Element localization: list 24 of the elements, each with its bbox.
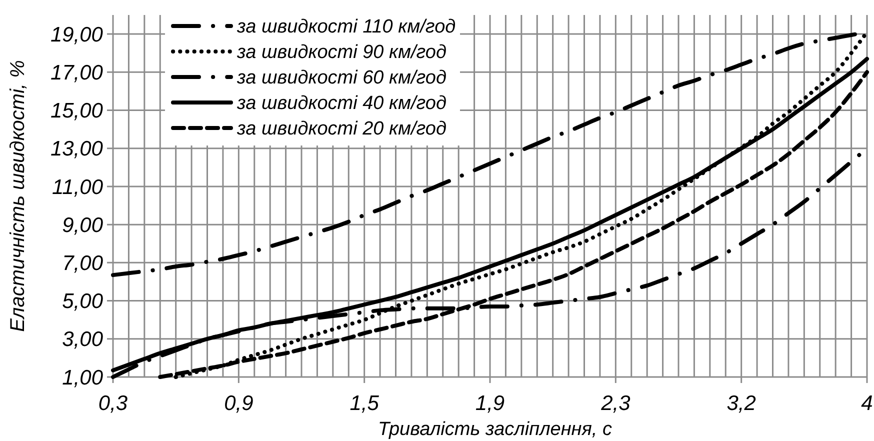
legend-label: за швидкості 60 км/год	[236, 68, 447, 89]
y-tick-label: 9,00	[62, 214, 104, 237]
legend-label: за швидкості 40 км/год	[236, 93, 447, 114]
y-tick-label: 5,00	[62, 290, 104, 314]
x-axis-title: Тривалість засліплення, с	[378, 419, 612, 440]
x-tick-label: 0,9	[224, 392, 254, 415]
y-axis-title: Еластичність швидкості, %	[7, 60, 29, 332]
y-tick-label: 7,00	[62, 252, 104, 276]
x-tick-label: 2,3	[600, 392, 631, 415]
y-tick-label: 15,00	[50, 100, 104, 123]
x-tick-label: 4	[861, 392, 873, 415]
y-tick-label: 17,00	[50, 62, 104, 85]
legend-label: за швидкості 90 км/год	[236, 42, 447, 64]
y-tick-label: 13,00	[50, 138, 104, 161]
x-tick-label: 1,5	[350, 392, 380, 415]
x-tick-label: 3,2	[726, 392, 756, 415]
legend-label: за швидкості 20 км/год	[236, 118, 447, 140]
y-tick-label: 11,00	[52, 176, 104, 199]
x-tick-label: 0,3	[98, 392, 128, 415]
legend-label: за швидкості 110 км/год	[236, 16, 456, 38]
y-tick-label: 1,00	[62, 366, 104, 390]
y-tick-label: 3,00	[62, 328, 104, 352]
y-tick-label: 19,00	[50, 23, 104, 46]
x-tick-label: 1,9	[475, 392, 505, 415]
